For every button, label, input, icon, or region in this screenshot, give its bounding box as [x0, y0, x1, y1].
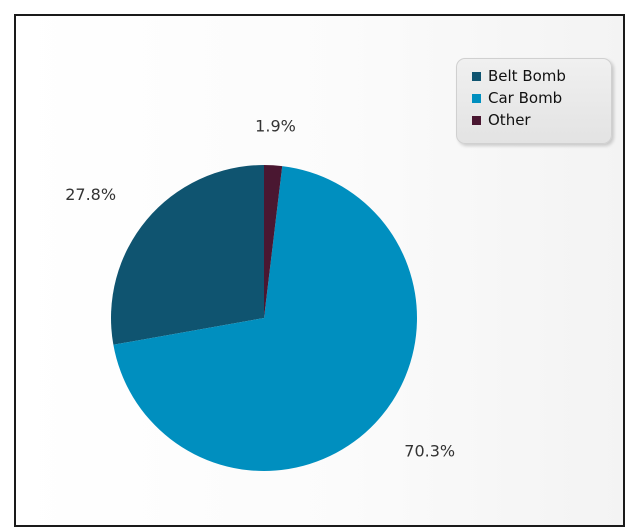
data-label-belt-bomb: 27.8%: [65, 185, 116, 204]
data-label-other: 1.9%: [255, 116, 296, 135]
data-label-car-bomb: 70.3%: [404, 442, 455, 461]
legend-item-belt-bomb[interactable]: Belt Bomb: [472, 65, 611, 87]
legend-swatch-car-bomb: [472, 93, 481, 103]
pie-slice-belt-bomb[interactable]: [111, 165, 264, 345]
legend-label-car-bomb: Car Bomb: [488, 89, 563, 107]
legend-label-belt-bomb: Belt Bomb: [488, 67, 566, 85]
legend-item-car-bomb[interactable]: Car Bomb: [472, 87, 611, 109]
pie-slice-other[interactable]: [264, 165, 283, 318]
legend: Belt Bomb Car Bomb Other: [456, 58, 612, 144]
legend-label-other: Other: [488, 111, 531, 129]
pie-slice-car-bomb[interactable]: [113, 166, 417, 472]
legend-swatch-belt-bomb: [472, 71, 481, 81]
legend-item-other[interactable]: Other: [472, 109, 611, 131]
legend-swatch-other: [472, 115, 481, 125]
